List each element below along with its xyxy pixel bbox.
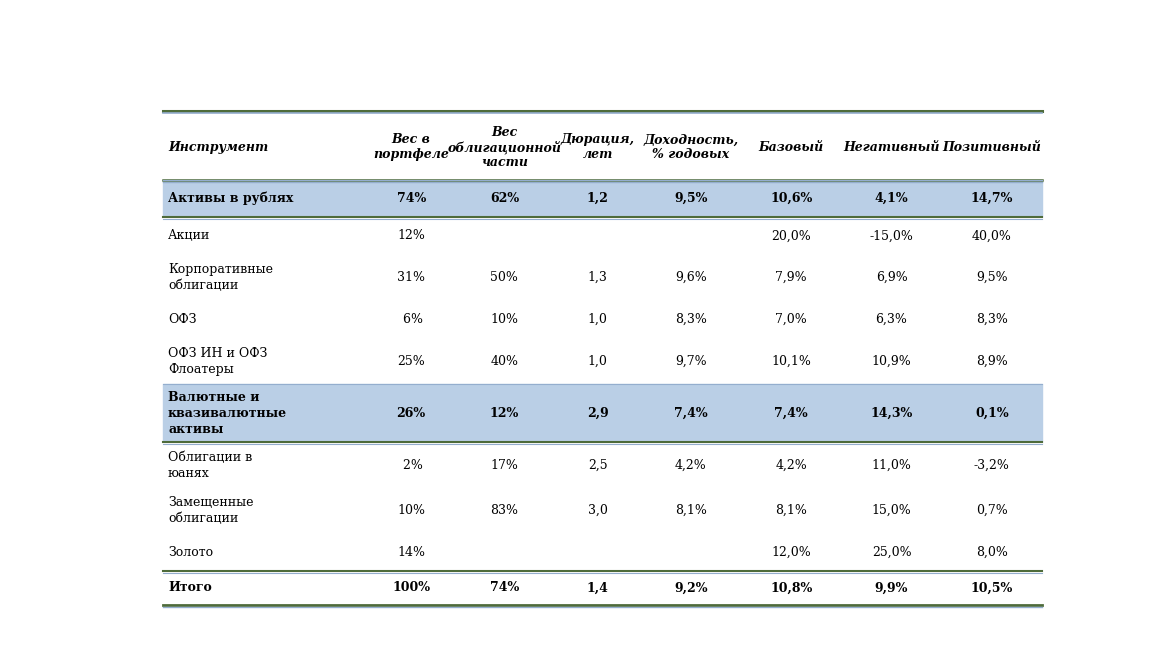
Text: 1,3: 1,3: [587, 271, 607, 284]
Text: 9,5%: 9,5%: [976, 271, 1007, 284]
Text: 40%: 40%: [490, 355, 518, 368]
Text: 7,4%: 7,4%: [775, 407, 808, 420]
Text: 12,0%: 12,0%: [771, 546, 811, 559]
Text: 7,9%: 7,9%: [776, 271, 807, 284]
Text: 8,1%: 8,1%: [675, 504, 707, 517]
Text: 25%: 25%: [398, 355, 425, 368]
Text: 10%: 10%: [490, 313, 518, 326]
Text: Базовый: Базовый: [758, 141, 824, 154]
Text: 4,2%: 4,2%: [675, 459, 707, 472]
Text: 20,0%: 20,0%: [771, 229, 811, 242]
Text: 8,1%: 8,1%: [776, 504, 807, 517]
Text: 1,0: 1,0: [587, 355, 607, 368]
Text: 8,3%: 8,3%: [675, 313, 707, 326]
Bar: [163, 442, 1042, 488]
Text: Акции: Акции: [168, 229, 211, 242]
Text: 6,9%: 6,9%: [875, 271, 908, 284]
Text: 50%: 50%: [490, 271, 518, 284]
Bar: [163, 300, 1042, 338]
Text: 10,6%: 10,6%: [770, 192, 812, 205]
Text: 2,5: 2,5: [587, 459, 607, 472]
Text: 26%: 26%: [397, 407, 426, 420]
Text: Замещенные
облигации: Замещенные облигации: [168, 496, 254, 525]
Text: 25,0%: 25,0%: [872, 546, 911, 559]
Text: 31%: 31%: [397, 271, 425, 284]
Text: 3,0: 3,0: [587, 504, 607, 517]
Text: 11,0%: 11,0%: [872, 459, 911, 472]
Text: 2%: 2%: [399, 459, 424, 472]
Text: Золото: Золото: [168, 546, 213, 559]
Bar: [163, 534, 1042, 571]
Text: 9,9%: 9,9%: [875, 582, 908, 594]
Text: 17%: 17%: [490, 459, 518, 472]
Text: 10%: 10%: [397, 504, 425, 517]
Text: 10,1%: 10,1%: [771, 355, 811, 368]
Text: 14,3%: 14,3%: [870, 407, 913, 420]
Text: 1,4: 1,4: [586, 582, 608, 594]
Bar: [163, 180, 1042, 216]
Text: 9,2%: 9,2%: [674, 582, 708, 594]
Text: 9,6%: 9,6%: [675, 271, 707, 284]
Text: 0,7%: 0,7%: [976, 504, 1007, 517]
Text: 74%: 74%: [490, 582, 519, 594]
Text: 1,0: 1,0: [587, 313, 607, 326]
Text: Корпоративные
облигации: Корпоративные облигации: [168, 263, 273, 292]
Text: 62%: 62%: [490, 192, 519, 205]
Text: 4,1%: 4,1%: [875, 192, 908, 205]
Text: 8,3%: 8,3%: [976, 313, 1007, 326]
Text: 83%: 83%: [490, 504, 518, 517]
Text: Вес
облигационной
части: Вес облигационной части: [447, 126, 562, 169]
Text: 100%: 100%: [392, 582, 431, 594]
Text: 8,9%: 8,9%: [976, 355, 1007, 368]
Text: 9,5%: 9,5%: [674, 192, 708, 205]
Text: 2,9: 2,9: [586, 407, 608, 420]
Text: 10,8%: 10,8%: [770, 582, 812, 594]
Bar: [163, 571, 1042, 604]
Text: Итого: Итого: [168, 582, 212, 594]
Text: Доходность,
% годовых: Доходность, % годовых: [644, 134, 738, 161]
Text: 14,7%: 14,7%: [971, 192, 1013, 205]
Text: 74%: 74%: [397, 192, 426, 205]
Bar: [163, 338, 1042, 384]
Text: 7,4%: 7,4%: [674, 407, 708, 420]
Text: 8,0%: 8,0%: [976, 546, 1007, 559]
Bar: [163, 384, 1042, 442]
Text: 12%: 12%: [490, 407, 519, 420]
Text: 6,3%: 6,3%: [875, 313, 908, 326]
Text: -15,0%: -15,0%: [869, 229, 914, 242]
Text: 14%: 14%: [397, 546, 425, 559]
Text: 40,0%: 40,0%: [972, 229, 1012, 242]
Bar: [163, 255, 1042, 300]
Text: Валютные и
квазивалютные
активы: Валютные и квазивалютные активы: [168, 391, 287, 436]
Text: Позитивный: Позитивный: [943, 141, 1041, 154]
Text: ОФЗ: ОФЗ: [168, 313, 197, 326]
Text: 6%: 6%: [399, 313, 424, 326]
Bar: [163, 488, 1042, 534]
Text: Дюрация,
лет: Дюрация, лет: [560, 134, 634, 161]
Bar: [163, 216, 1042, 255]
Text: 4,2%: 4,2%: [776, 459, 807, 472]
Text: 12%: 12%: [397, 229, 425, 242]
Text: 0,1%: 0,1%: [975, 407, 1009, 420]
Text: Активы в рублях: Активы в рублях: [168, 191, 294, 205]
Text: Инструмент: Инструмент: [168, 141, 268, 154]
Text: 10,9%: 10,9%: [872, 355, 911, 368]
Text: Облигации в
юанях: Облигации в юанях: [168, 451, 253, 480]
Text: ОФЗ ИН и ОФЗ
Флоатеры: ОФЗ ИН и ОФЗ Флоатеры: [168, 347, 268, 376]
Text: Вес в
портфеле: Вес в портфеле: [373, 134, 449, 161]
Text: 1,2: 1,2: [586, 192, 608, 205]
Text: 10,5%: 10,5%: [971, 582, 1013, 594]
Text: 7,0%: 7,0%: [776, 313, 807, 326]
Text: 15,0%: 15,0%: [872, 504, 911, 517]
Text: 9,7%: 9,7%: [675, 355, 707, 368]
Text: -3,2%: -3,2%: [973, 459, 1010, 472]
Text: Негативный: Негативный: [844, 141, 940, 154]
